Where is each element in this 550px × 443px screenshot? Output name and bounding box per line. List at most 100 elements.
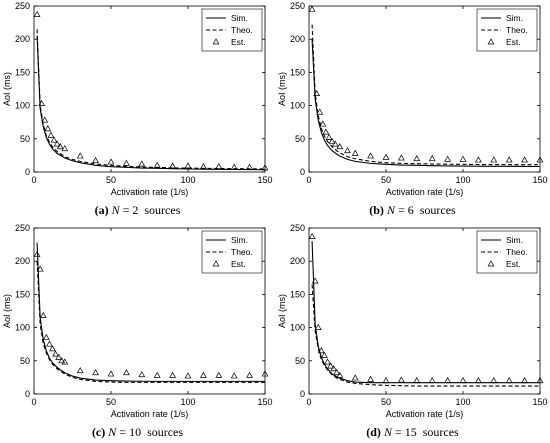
caption-suffix: sources bbox=[144, 203, 181, 217]
est-point bbox=[55, 353, 63, 360]
caption-eq: = bbox=[122, 203, 130, 217]
panel-b: 0 50 100 150 200 250 0 50 100 150 Activation rate … bbox=[275, 0, 550, 221]
est-point bbox=[490, 377, 498, 384]
caption-letter: (a) bbox=[94, 203, 109, 217]
est-point bbox=[230, 372, 238, 379]
legend-marker-est bbox=[487, 38, 495, 45]
caption-suffix: sources bbox=[419, 203, 456, 217]
est-point bbox=[319, 120, 327, 127]
y-tick-label: 250 bbox=[290, 223, 305, 233]
y-tick-label: 150 bbox=[290, 67, 305, 77]
y-tick-label: 200 bbox=[290, 256, 305, 266]
est-point bbox=[53, 140, 61, 147]
est-point bbox=[49, 345, 56, 352]
caption-c: (c) N = 10 sources bbox=[0, 425, 275, 440]
caption-n-label: N bbox=[383, 425, 392, 439]
est-point bbox=[138, 160, 146, 167]
legend-box bbox=[201, 8, 263, 52]
est-point bbox=[215, 162, 223, 170]
x-axis-label: Activation rate (1/s) bbox=[386, 409, 464, 419]
x-tick-label: 100 bbox=[180, 397, 195, 407]
est-point bbox=[322, 128, 330, 135]
legend-marker-est bbox=[487, 260, 495, 267]
legend-label: Theo. bbox=[231, 247, 253, 257]
x-tick-label: 150 bbox=[257, 175, 272, 185]
est-point bbox=[521, 377, 528, 384]
y-tick-label: 250 bbox=[15, 1, 30, 11]
est-point bbox=[336, 371, 344, 378]
x-tick-label: 100 bbox=[180, 175, 195, 185]
legend: Sim. Theo. Est. bbox=[476, 8, 538, 52]
y-tick-label: 100 bbox=[290, 323, 305, 333]
caption-eq: = bbox=[397, 203, 405, 217]
est-point bbox=[39, 311, 47, 318]
est-point bbox=[311, 277, 319, 284]
legend-label: Theo. bbox=[506, 25, 528, 35]
legend-label: Est. bbox=[231, 259, 246, 269]
legend: Sim. Theo. Est. bbox=[201, 230, 263, 274]
est-point bbox=[33, 10, 41, 17]
est-point bbox=[56, 143, 64, 150]
est-point bbox=[58, 357, 66, 364]
est-point bbox=[317, 347, 325, 354]
caption-letter: (b) bbox=[369, 203, 384, 217]
caption-letter: (c) bbox=[91, 425, 106, 439]
est-point bbox=[490, 156, 498, 163]
x-tick-label: 50 bbox=[106, 175, 116, 185]
est-point bbox=[44, 125, 52, 132]
x-axis-label: Activation rate (1/s) bbox=[386, 187, 464, 197]
caption-suffix: sources bbox=[422, 425, 459, 439]
est-point bbox=[459, 377, 467, 384]
est-point bbox=[261, 164, 269, 171]
y-tick-label: 0 bbox=[300, 167, 305, 177]
panel-c: 0 50 100 150 200 250 0 50 100 150 Activation rate … bbox=[0, 222, 275, 443]
est-point bbox=[107, 158, 115, 165]
x-tick-label: 100 bbox=[455, 175, 470, 185]
caption-a: (a) N = 2 sources bbox=[0, 203, 275, 218]
est-point bbox=[308, 232, 316, 239]
est-point bbox=[76, 152, 84, 159]
chart-d: 0 50 100 150 200 250 0 50 100 150 Activation rate … bbox=[277, 223, 548, 419]
legend-box bbox=[201, 230, 263, 274]
y-tick-label: 250 bbox=[290, 1, 305, 11]
caption-d: (d) N = 15 sources bbox=[275, 425, 550, 440]
y-tick-label: 200 bbox=[290, 34, 305, 44]
est-point bbox=[328, 137, 336, 144]
est-point bbox=[330, 365, 338, 372]
est-point bbox=[444, 155, 451, 162]
x-tick-label: 150 bbox=[532, 175, 547, 185]
chart-b: 0 50 100 150 200 250 0 50 100 150 Activation rate … bbox=[277, 1, 548, 197]
x-tick-label: 0 bbox=[31, 397, 36, 407]
caption-eq: = bbox=[119, 425, 127, 439]
est-point bbox=[246, 371, 253, 378]
theo-line bbox=[36, 29, 266, 170]
est-point bbox=[333, 369, 341, 376]
caption-n-value: 2 bbox=[132, 203, 139, 217]
x-tick-label: 0 bbox=[306, 175, 311, 185]
legend-marker-est bbox=[212, 260, 220, 267]
y-tick-label: 50 bbox=[20, 356, 30, 366]
est-point bbox=[41, 116, 49, 123]
y-tick-label: 100 bbox=[15, 323, 30, 333]
est-point bbox=[316, 108, 324, 115]
est-point bbox=[153, 371, 161, 378]
est-point bbox=[351, 149, 359, 156]
est-point bbox=[107, 370, 115, 377]
est-point bbox=[398, 376, 405, 383]
x-tick-label: 50 bbox=[106, 397, 116, 407]
caption-eq: = bbox=[394, 425, 402, 439]
est-point bbox=[367, 152, 374, 159]
est-point bbox=[215, 371, 223, 378]
est-point bbox=[33, 250, 41, 257]
est-point bbox=[61, 145, 69, 152]
est-point bbox=[153, 161, 161, 168]
est-point bbox=[344, 147, 351, 154]
est-point bbox=[123, 369, 130, 376]
est-point bbox=[184, 162, 192, 169]
est-point bbox=[313, 89, 321, 96]
caption-b: (b) N = 6 sources bbox=[275, 203, 550, 218]
est-point bbox=[428, 155, 436, 162]
est-point bbox=[413, 155, 421, 162]
caption-n-value: 15 bbox=[404, 425, 417, 439]
